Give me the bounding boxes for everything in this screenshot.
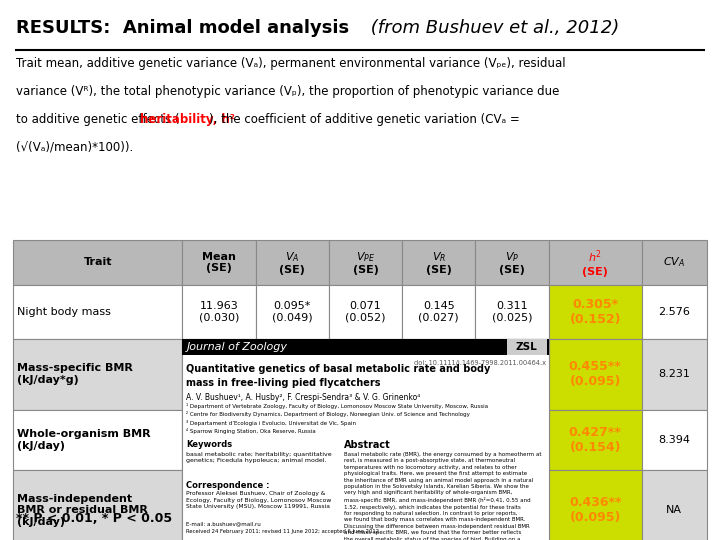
Bar — [402, 240, 475, 285]
Bar — [549, 285, 642, 339]
Bar — [329, 240, 402, 285]
Bar — [329, 339, 402, 410]
Bar — [642, 339, 707, 410]
Bar — [475, 240, 549, 285]
Bar — [182, 339, 549, 355]
Bar — [182, 285, 256, 339]
Text: Abstract: Abstract — [343, 440, 390, 450]
Bar — [549, 240, 642, 285]
Text: RESULTS:  Animal model analysis: RESULTS: Animal model analysis — [16, 19, 349, 37]
Text: E-mail: a.bushuev@mail.ru: E-mail: a.bushuev@mail.ru — [186, 521, 261, 526]
Text: variance (Vᴿ), the total phenotypic variance (Vₚ), the proportion of phenotypic : variance (Vᴿ), the total phenotypic vari… — [16, 85, 559, 98]
Text: Professor Aleksei Bushuev, Chair of Zoology &
Ecology, Faculty of Biology, Lomon: Professor Aleksei Bushuev, Chair of Zool… — [186, 491, 331, 509]
Bar — [256, 240, 329, 285]
Text: ), the coefficient of additive genetic variation (CVₐ =: ), the coefficient of additive genetic v… — [209, 113, 519, 126]
Text: $V_{PE}$
(SE): $V_{PE}$ (SE) — [353, 249, 379, 275]
Bar — [402, 285, 475, 339]
Bar — [549, 470, 642, 540]
Text: 11.963
(0.030): 11.963 (0.030) — [199, 301, 239, 322]
Bar — [329, 410, 402, 470]
Text: $h^2$
(SE): $h^2$ (SE) — [582, 248, 608, 276]
Bar — [475, 410, 549, 470]
Bar — [642, 470, 707, 540]
Text: 8.394: 8.394 — [658, 435, 690, 445]
Text: $V_A$
(SE): $V_A$ (SE) — [279, 249, 305, 275]
Bar — [402, 339, 475, 410]
Text: 0.427**
(0.154): 0.427** (0.154) — [569, 426, 621, 454]
Text: Keywords: Keywords — [186, 440, 232, 449]
Text: heritability, h²: heritability, h² — [140, 113, 235, 126]
Bar — [402, 410, 475, 470]
Text: 0.436**
(0.095): 0.436** (0.095) — [569, 496, 621, 524]
Bar — [256, 339, 329, 410]
Text: ¹ Department of Vertebrate Zoology, Faculty of Biology, Lomonosov Moscow State U: ¹ Department of Vertebrate Zoology, Facu… — [186, 403, 488, 409]
Bar — [642, 240, 707, 285]
Text: 0.071
(0.052): 0.071 (0.052) — [346, 301, 386, 322]
Bar — [256, 410, 329, 470]
Bar — [507, 339, 546, 355]
Bar — [475, 470, 549, 540]
Text: A. V. Bushuev¹, A. Husby², F. Crespi-Sendra³ & V. G. Grinenko⁴: A. V. Bushuev¹, A. Husby², F. Crespi-Sen… — [186, 393, 420, 402]
Text: doi: 10.1111/j.1469-7998.2011.00464.x: doi: 10.1111/j.1469-7998.2011.00464.x — [414, 360, 546, 366]
Text: 0.145
(0.027): 0.145 (0.027) — [418, 301, 459, 322]
Text: 8.231: 8.231 — [658, 369, 690, 379]
Text: Journal of Zoology: Journal of Zoology — [186, 342, 288, 352]
Bar — [329, 470, 402, 540]
Bar — [182, 240, 256, 285]
Text: Trait: Trait — [84, 258, 112, 267]
Text: Received 24 February 2011; revised 11 June 2012; accepted 6 June 2012: Received 24 February 2011; revised 11 Ju… — [186, 529, 379, 534]
Text: Whole-organism BMR
(kJ/day): Whole-organism BMR (kJ/day) — [17, 429, 151, 451]
Text: Mass-specific BMR
(kJ/day*g): Mass-specific BMR (kJ/day*g) — [17, 363, 133, 385]
Text: ² Centre for Biodiversity Dynamics, Department of Biology, Norwegian Univ. of Sc: ² Centre for Biodiversity Dynamics, Depa… — [186, 411, 470, 417]
Bar — [256, 285, 329, 339]
Bar — [402, 470, 475, 540]
Text: $CV_A$: $CV_A$ — [663, 255, 685, 269]
Text: $V_R$
(SE): $V_R$ (SE) — [426, 249, 451, 275]
Text: ZSL: ZSL — [516, 342, 538, 352]
Text: Trait mean, additive genetic variance (Vₐ), permanent environmental variance (Vₚ: Trait mean, additive genetic variance (V… — [16, 57, 565, 70]
Text: Correspondence :: Correspondence : — [186, 481, 269, 490]
Text: ** P < 0.01, * P < 0.05: ** P < 0.01, * P < 0.05 — [16, 512, 172, 525]
Bar — [13, 339, 182, 410]
Bar — [549, 410, 642, 470]
Bar — [182, 339, 256, 410]
Bar — [475, 339, 549, 410]
Bar — [182, 339, 549, 540]
Bar — [642, 285, 707, 339]
Text: 0.311
(0.025): 0.311 (0.025) — [492, 301, 532, 322]
Bar — [256, 470, 329, 540]
Text: $V_P$
(SE): $V_P$ (SE) — [499, 249, 525, 275]
Bar — [182, 410, 256, 470]
Bar — [13, 410, 182, 470]
Text: ⁴ Sparrow Ringing Station, Oka Reserve, Russia: ⁴ Sparrow Ringing Station, Oka Reserve, … — [186, 428, 315, 434]
Text: Quantitative genetics of basal metabolic rate and body
mass in free-living pied : Quantitative genetics of basal metabolic… — [186, 364, 490, 388]
Text: to additive genetic effects (: to additive genetic effects ( — [16, 113, 179, 126]
Bar — [329, 285, 402, 339]
Text: 0.305*
(0.152): 0.305* (0.152) — [570, 298, 621, 326]
Text: (from Bushuev et al., 2012): (from Bushuev et al., 2012) — [365, 19, 619, 37]
Bar — [475, 285, 549, 339]
Text: 0.455**
(0.095): 0.455** (0.095) — [569, 360, 621, 388]
Text: ³ Departament d’Ecologia i Evolucio, Universitat de Vic, Spain: ³ Departament d’Ecologia i Evolucio, Uni… — [186, 420, 356, 426]
Bar — [13, 470, 182, 540]
Text: Mass-independent
BMR or residual BMR
(kJ/day): Mass-independent BMR or residual BMR (kJ… — [17, 494, 148, 527]
Bar — [182, 470, 256, 540]
Text: 0.095*
(0.049): 0.095* (0.049) — [272, 301, 312, 322]
Bar — [549, 339, 642, 410]
Text: basal metabolic rate; heritability; quantitative
genetics; Ficedula hypoleuca; a: basal metabolic rate; heritability; quan… — [186, 452, 332, 463]
Text: Night body mass: Night body mass — [17, 307, 111, 316]
Text: Mean
(SE): Mean (SE) — [202, 252, 236, 273]
Text: 2.576: 2.576 — [658, 307, 690, 316]
Bar — [13, 240, 182, 285]
Text: (√(Vₐ)/mean)*100)).: (√(Vₐ)/mean)*100)). — [16, 141, 133, 154]
Text: NA: NA — [666, 505, 683, 515]
Bar — [642, 410, 707, 470]
Bar — [13, 285, 182, 339]
Text: Basal metabolic rate (BMR), the energy consumed by a homeotherm at
rest, is meas: Basal metabolic rate (BMR), the energy c… — [343, 452, 541, 540]
